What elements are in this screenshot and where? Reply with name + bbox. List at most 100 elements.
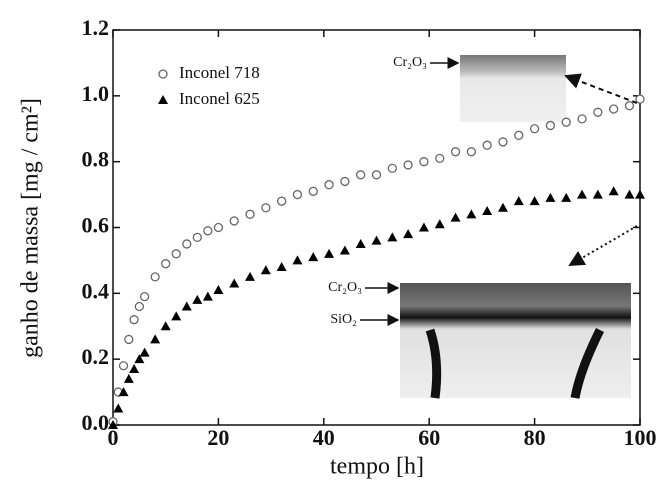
point: [624, 101, 635, 111]
point: [592, 189, 603, 199]
point: [466, 147, 477, 157]
point: [123, 373, 134, 383]
point: [593, 107, 603, 117]
point: [260, 265, 271, 275]
point: [324, 180, 334, 190]
point: [339, 245, 350, 255]
legend-label: Inconel 625: [179, 89, 260, 108]
y-tick-label: 0.4: [82, 278, 110, 303]
point: [418, 222, 429, 232]
point: [118, 387, 129, 397]
point: [466, 209, 477, 219]
legend-marker: [158, 69, 168, 79]
point: [192, 294, 203, 304]
point: [577, 189, 588, 199]
point: [403, 160, 413, 170]
point: [129, 315, 139, 325]
point: [403, 229, 414, 239]
x-tick-label: 60: [418, 425, 440, 450]
point: [213, 285, 224, 295]
point: [561, 192, 572, 202]
point: [529, 124, 540, 134]
point: [134, 301, 145, 312]
annotation: Cr₂O₃: [393, 55, 427, 70]
point: [203, 226, 213, 236]
point: [450, 147, 461, 157]
point: [202, 291, 213, 301]
legend-marker: [158, 95, 168, 104]
point: [118, 361, 129, 371]
point: [308, 252, 319, 262]
point: [514, 130, 524, 140]
annotation: Cr₂O₃: [328, 280, 362, 295]
point: [108, 420, 118, 429]
point: [498, 137, 508, 147]
point: [161, 259, 171, 269]
point: [371, 170, 382, 180]
x-tick-label: 0: [108, 425, 119, 450]
point: [340, 176, 350, 187]
y-tick-label: 0.0: [82, 410, 110, 435]
y-axis-label: ganho de massa [mg / cm²]: [18, 98, 44, 358]
legend-label: Inconel 718: [179, 63, 260, 82]
y-tick-label: 0.6: [82, 213, 110, 238]
point: [229, 216, 239, 226]
arrow: [568, 225, 638, 267]
point: [245, 209, 255, 219]
x-tick-label: 80: [524, 425, 546, 450]
point: [171, 249, 181, 259]
point: [150, 334, 161, 344]
micrograph-718: [460, 55, 566, 122]
point: [324, 248, 335, 258]
point: [139, 347, 150, 357]
point: [292, 189, 303, 200]
point: [292, 255, 303, 265]
point: [419, 157, 429, 167]
point: [139, 291, 150, 302]
x-tick-label: 40: [313, 425, 335, 450]
point: [387, 163, 397, 173]
annotation: SiO₂: [330, 312, 357, 327]
point: [124, 334, 134, 345]
y-tick-label: 0.8: [82, 147, 110, 172]
point: [435, 153, 445, 164]
point: [261, 203, 271, 213]
point: [450, 212, 461, 222]
y-tick-label: 1.0: [82, 81, 110, 106]
point: [245, 271, 256, 281]
point: [182, 239, 192, 249]
y-tick-label: 0.2: [82, 344, 110, 369]
point: [371, 235, 382, 245]
point: [150, 272, 160, 282]
point: [171, 311, 182, 321]
x-axis-label: tempo [h]: [330, 454, 424, 480]
point: [160, 321, 171, 331]
point: [387, 232, 398, 242]
point: [482, 140, 492, 150]
point: [355, 238, 366, 248]
point: [276, 262, 287, 271]
point: [181, 301, 192, 311]
point: [624, 189, 635, 199]
point: [635, 189, 645, 199]
x-tick-label: 100: [624, 425, 657, 450]
micrograph-oxide: [425, 327, 605, 399]
point: [561, 117, 571, 127]
point: [545, 192, 556, 202]
point: [308, 186, 318, 196]
point: [356, 170, 366, 180]
y-tick-label: 1.2: [82, 15, 110, 40]
point: [113, 403, 124, 413]
point: [545, 120, 556, 131]
arrow: [564, 73, 638, 104]
point: [577, 114, 587, 124]
point: [635, 94, 645, 104]
point: [134, 354, 145, 364]
point: [213, 222, 224, 233]
point: [276, 196, 287, 206]
point: [529, 196, 540, 206]
point: [129, 364, 140, 374]
point: [608, 186, 619, 196]
point: [434, 219, 445, 229]
point: [229, 278, 240, 288]
